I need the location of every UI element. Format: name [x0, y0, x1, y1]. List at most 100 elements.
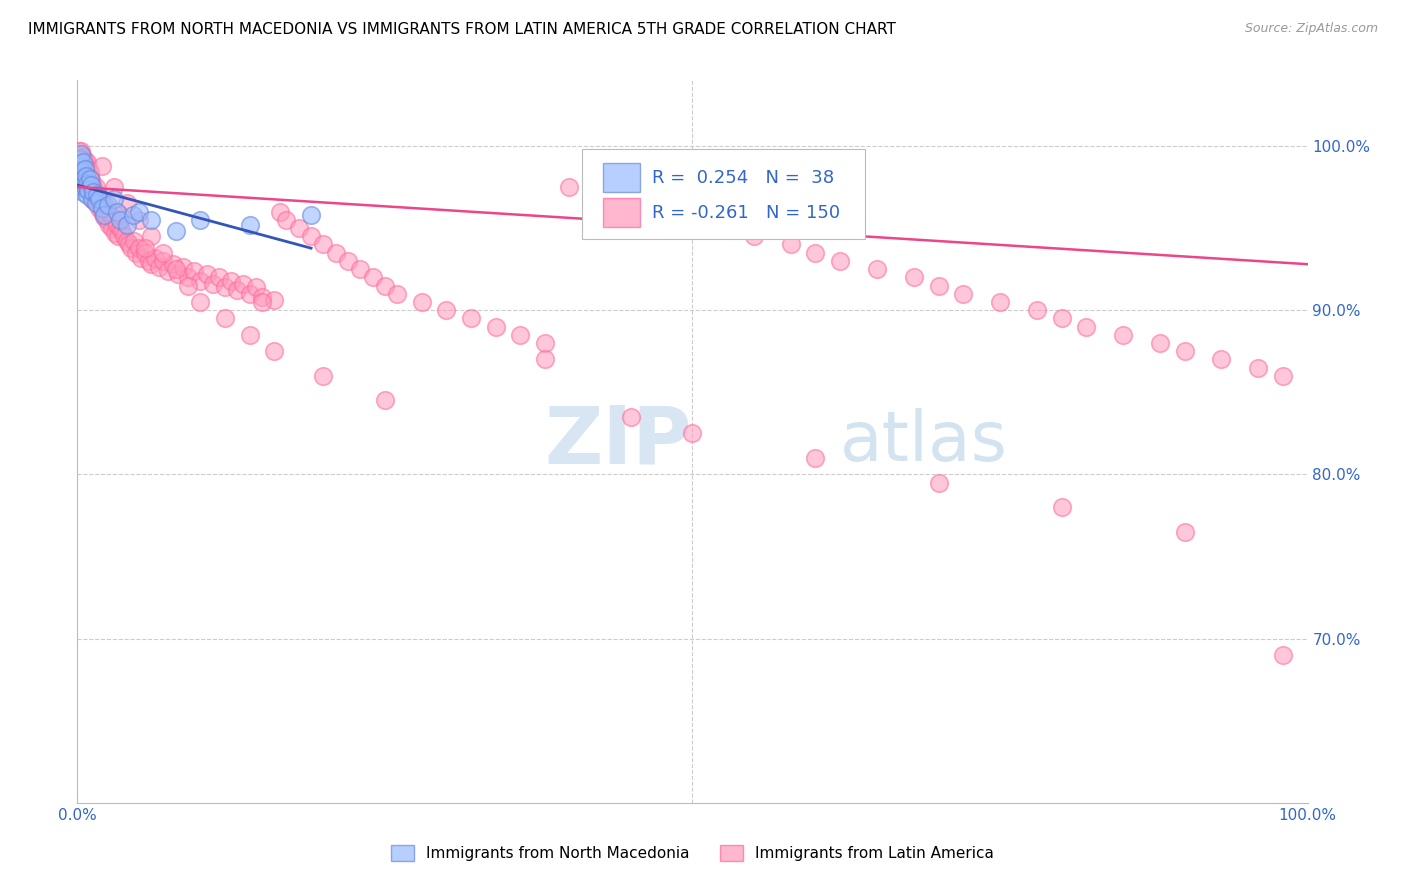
Point	[239, 327, 262, 342]
Point	[77, 177, 100, 191]
Point	[742, 229, 765, 244]
Point	[928, 475, 950, 490]
Point	[830, 253, 852, 268]
Point	[70, 173, 93, 187]
Point	[84, 192, 107, 206]
Point	[167, 267, 190, 281]
Point	[98, 218, 121, 232]
Point	[128, 204, 150, 219]
Point	[115, 196, 138, 211]
Point	[866, 262, 889, 277]
Point	[70, 157, 93, 171]
Point	[69, 151, 91, 165]
Point	[82, 177, 104, 191]
Point	[361, 270, 384, 285]
Point	[141, 212, 163, 227]
Point	[804, 450, 827, 465]
Point	[312, 237, 335, 252]
Point	[460, 311, 482, 326]
Point	[250, 290, 273, 304]
Point	[73, 175, 96, 189]
Point	[67, 155, 90, 169]
Point	[657, 204, 679, 219]
Point	[97, 198, 120, 212]
Point	[245, 280, 267, 294]
Point	[80, 171, 103, 186]
Point	[76, 155, 98, 169]
Point	[201, 277, 224, 291]
Text: R = -0.261   N = 150: R = -0.261 N = 150	[652, 203, 839, 221]
Point	[110, 212, 132, 227]
Point	[177, 270, 200, 285]
Point	[214, 311, 236, 326]
Point	[75, 159, 97, 173]
Point	[118, 237, 141, 252]
Point	[70, 171, 93, 186]
Point	[325, 245, 347, 260]
Point	[620, 196, 643, 211]
Point	[337, 253, 360, 268]
Point	[112, 229, 135, 244]
Point	[134, 241, 156, 255]
Point	[219, 274, 242, 288]
Point	[1050, 500, 1073, 515]
Point	[208, 270, 231, 285]
Point	[1076, 319, 1098, 334]
Point	[226, 284, 249, 298]
Point	[121, 208, 143, 222]
Point	[141, 229, 163, 244]
Point	[103, 180, 125, 194]
Point	[69, 163, 91, 178]
Point	[104, 226, 127, 240]
Point	[1247, 360, 1270, 375]
Point	[84, 196, 107, 211]
Point	[111, 224, 132, 238]
Point	[952, 286, 974, 301]
Point	[82, 180, 104, 194]
Point	[115, 234, 138, 248]
Point	[485, 319, 508, 334]
Point	[183, 264, 205, 278]
Point	[105, 218, 128, 232]
Point	[780, 237, 803, 252]
Point	[76, 177, 98, 191]
Point	[411, 295, 433, 310]
Point	[70, 167, 93, 181]
Point	[82, 185, 104, 199]
Point	[72, 185, 94, 199]
Point	[129, 251, 153, 265]
Point	[1050, 311, 1073, 326]
Point	[385, 286, 409, 301]
Point	[93, 208, 115, 222]
Point	[84, 180, 107, 194]
Point	[152, 253, 174, 268]
Point	[97, 204, 120, 219]
Point	[928, 278, 950, 293]
Point	[165, 262, 187, 277]
Point	[436, 303, 458, 318]
Point	[79, 178, 101, 193]
Text: atlas: atlas	[841, 408, 1008, 475]
Point	[76, 167, 98, 181]
Text: Source: ZipAtlas.com: Source: ZipAtlas.com	[1244, 22, 1378, 36]
Point	[70, 163, 93, 178]
Point	[70, 147, 93, 161]
Point	[195, 267, 218, 281]
Bar	[603, 163, 640, 193]
Point	[534, 336, 557, 351]
Point	[69, 159, 91, 173]
Point	[72, 175, 94, 189]
Point	[558, 180, 581, 194]
Point	[232, 277, 254, 291]
Point	[263, 293, 285, 308]
Point	[1174, 524, 1197, 539]
Text: R =  0.254   N =  38: R = 0.254 N = 38	[652, 169, 834, 186]
Point	[177, 278, 200, 293]
Point	[1211, 352, 1233, 367]
Point	[86, 188, 108, 202]
Point	[682, 212, 704, 227]
Point	[157, 264, 180, 278]
Point	[70, 180, 93, 194]
Point	[276, 212, 298, 227]
Point	[122, 234, 145, 248]
